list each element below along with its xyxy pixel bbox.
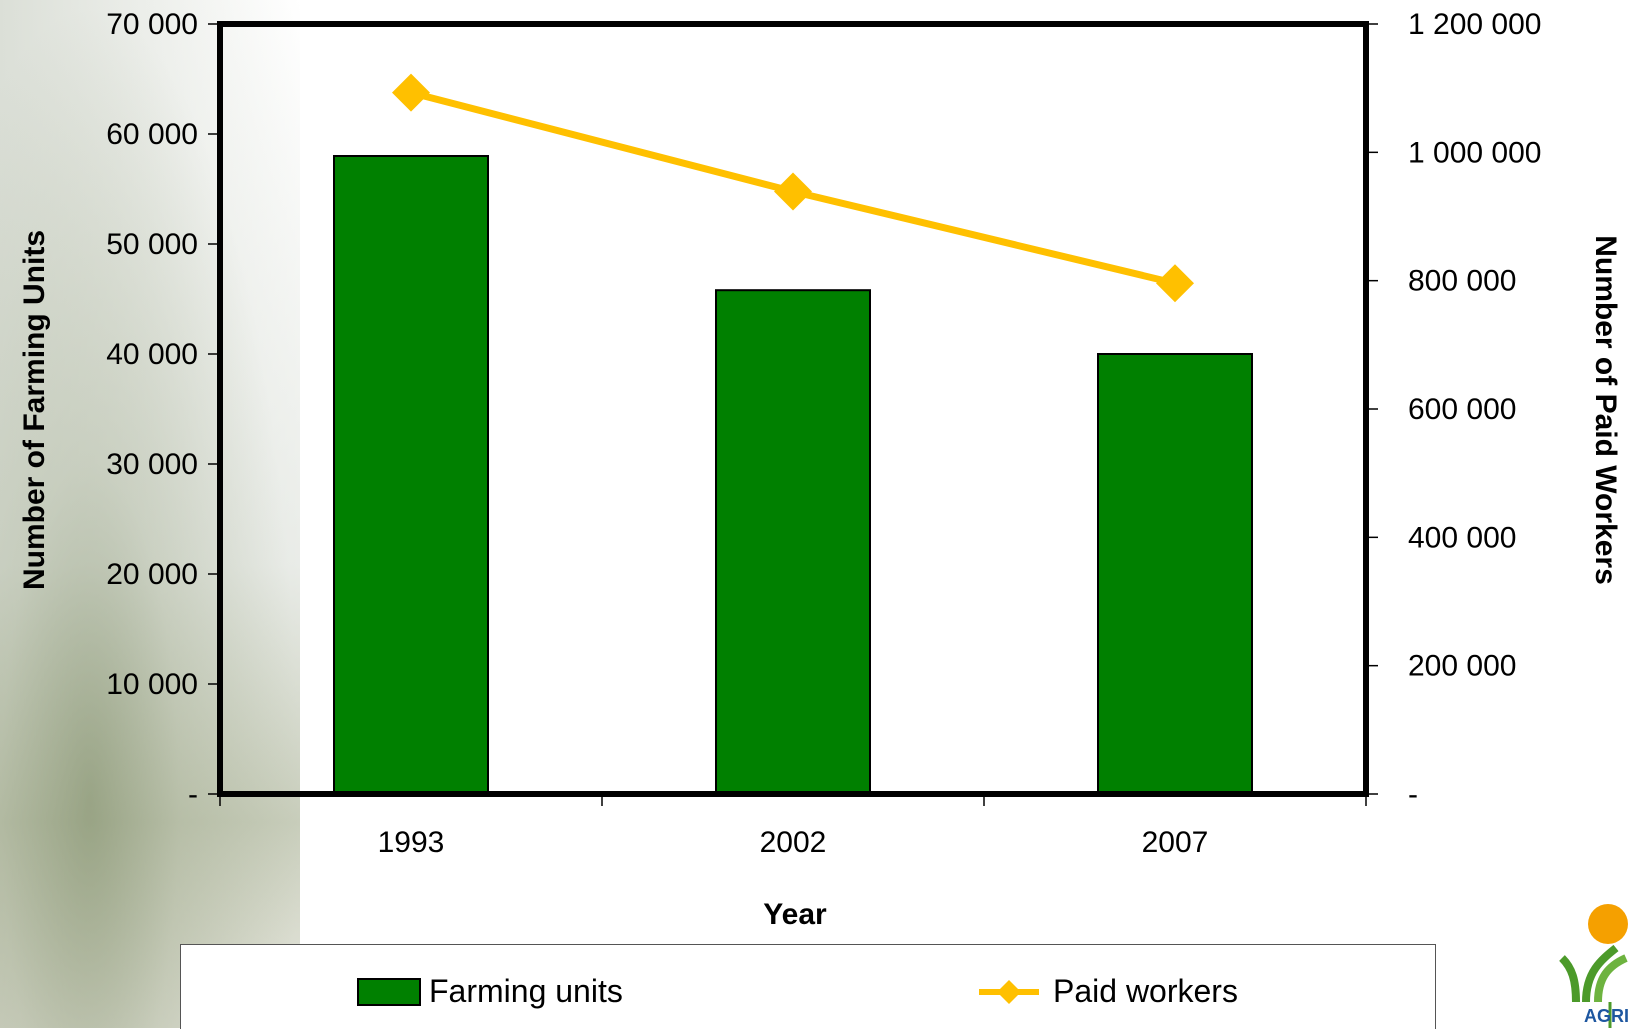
x-tick-label: 2007: [1142, 826, 1209, 859]
left-tick-label: 60 000: [106, 118, 198, 151]
line-point: [1156, 264, 1194, 303]
bar: [333, 155, 489, 795]
right-tick-label: 200 000: [1408, 650, 1516, 683]
bar-series: [333, 155, 1253, 795]
x-axis-title: Year: [763, 898, 827, 931]
right-tick-label: 800 000: [1408, 265, 1516, 298]
bar: [1097, 353, 1253, 795]
left-tick-label: -: [188, 778, 198, 811]
right-tick-label: 400 000: [1408, 521, 1516, 554]
right-axis-ticks: - 200 000 400 000 600 000 800 000 1 000 000 1 …: [1366, 8, 1541, 811]
plot-frame: [217, 21, 1369, 797]
left-tick-label: 20 000: [106, 558, 198, 591]
left-axis-ticks: - 10 000 20 000 30 000 40 000 50 000 60 000 70 …: [106, 8, 220, 811]
background-photo: [0, 0, 300, 1028]
left-tick-label: 40 000: [106, 338, 198, 371]
y2-axis-title: Number of Paid Workers: [1589, 235, 1622, 585]
right-tick-label: 600 000: [1408, 393, 1516, 426]
legend-item-farming-units: Farming units: [357, 973, 623, 1010]
left-tick-label: 10 000: [106, 668, 198, 701]
logo-text: AGRI S: [1584, 1006, 1629, 1028]
right-tick-label: 1 000 000: [1408, 136, 1541, 169]
x-tick-label: 1993: [378, 826, 445, 859]
left-tick-label: 30 000: [106, 448, 198, 481]
line-point: [774, 172, 812, 211]
agri-logo-icon: AGRI S: [1546, 902, 1636, 1028]
left-tick-label: 70 000: [106, 8, 198, 41]
y-axis-title: Number of Farming Units: [18, 230, 51, 590]
legend-bar-swatch: [357, 977, 421, 1006]
right-tick-label: -: [1408, 778, 1418, 811]
right-tick-label: 1 200 000: [1408, 8, 1541, 41]
bar: [715, 289, 871, 795]
line-point: [392, 73, 430, 112]
legend-line-swatch: [979, 979, 1039, 1004]
legend: Farming units Paid workers: [180, 944, 1436, 1029]
legend-label-paid-workers: Paid workers: [1053, 973, 1238, 1009]
x-tick-label: 2002: [760, 826, 827, 859]
legend-item-paid-workers: Paid workers: [977, 973, 1238, 1010]
line-series: [392, 73, 1194, 303]
left-tick-label: 50 000: [106, 228, 198, 261]
legend-label-farming-units: Farming units: [429, 973, 623, 1009]
x-axis-ticks: 1993 2002 2007: [219, 794, 1367, 859]
